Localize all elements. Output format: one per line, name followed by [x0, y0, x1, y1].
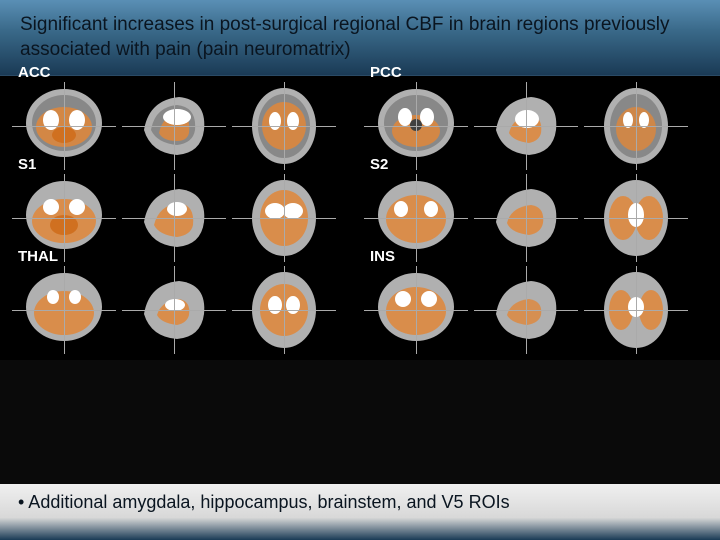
slide-footer: • Additional amygdala, hippocampus, brai…: [0, 484, 720, 540]
brain-scan-area: ACC PCC: [0, 76, 720, 360]
brain-slice-sagittal: [474, 174, 578, 262]
region-s2: S2: [364, 174, 708, 262]
brain-row-1: ACC PCC: [12, 80, 708, 172]
region-label-thal: THAL: [18, 248, 58, 265]
brain-slice-axial: [584, 174, 688, 262]
slide-title: Significant increases in post-surgical r…: [20, 13, 700, 62]
brain-slice-sagittal: [474, 82, 578, 170]
brain-slice-coronal: [12, 266, 116, 354]
brain-slice-axial: [232, 174, 336, 262]
brain-slice-axial: [232, 82, 336, 170]
region-label-s2: S2: [370, 156, 388, 173]
region-pcc: PCC: [364, 82, 708, 170]
brain-slice-coronal: [364, 266, 468, 354]
region-label-acc: ACC: [18, 64, 51, 81]
brain-slice-sagittal: [474, 266, 578, 354]
region-thal: THAL: [12, 266, 356, 354]
brain-row-2: S1 S2: [12, 172, 708, 264]
region-ins: INS: [364, 266, 708, 354]
region-acc: ACC: [12, 82, 356, 170]
region-s1: S1: [12, 174, 356, 262]
brain-slice-axial: [584, 82, 688, 170]
slide-header: Significant increases in post-surgical r…: [0, 0, 720, 76]
footer-note: • Additional amygdala, hippocampus, brai…: [18, 492, 702, 513]
brain-slice-sagittal: [122, 174, 226, 262]
brain-row-3: THAL INS: [12, 264, 708, 356]
region-label-pcc: PCC: [370, 64, 402, 81]
brain-slice-axial: [232, 266, 336, 354]
brain-slice-sagittal: [122, 266, 226, 354]
brain-slice-sagittal: [122, 82, 226, 170]
region-label-ins: INS: [370, 248, 395, 265]
region-label-s1: S1: [18, 156, 36, 173]
brain-slice-axial: [584, 266, 688, 354]
